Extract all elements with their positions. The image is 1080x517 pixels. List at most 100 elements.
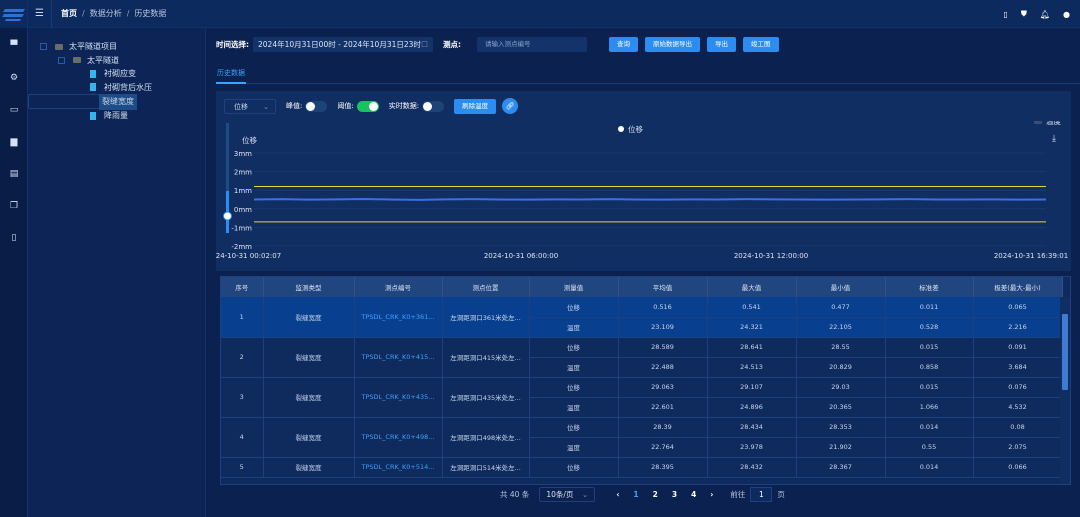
point-code-link[interactable]: TPSDL_CRK_K0+498... xyxy=(354,417,443,458)
table-row[interactable]: 1 裂缝宽度 TPSDL_CRK_K0+361... 左洞距洞口361米处左... 位移… xyxy=(221,297,1063,338)
stat-value: 1.066 xyxy=(885,397,974,418)
breadcrumb-analysis[interactable]: 数据分析 xyxy=(89,9,122,18)
phone-icon[interactable]: ▯ xyxy=(1003,9,1008,19)
filter-bar: 时间选择: 2024年10月31日00时 - 2024年10月31日23时 ☐ 测… xyxy=(216,37,779,52)
threshold-toggle[interactable] xyxy=(356,100,379,112)
measure-name: 温度 xyxy=(529,397,619,418)
table-scrollbar[interactable] xyxy=(1060,297,1070,484)
chevron-down-icon: ⌄ xyxy=(263,102,269,111)
table-row[interactable]: 4 裂缝宽度 TPSDL_CRK_K0+498... 左洞距洞口498米处左... 位移… xyxy=(221,417,1063,458)
point-input[interactable]: 请输入测点编号 xyxy=(477,37,587,52)
column-header: 序号 xyxy=(221,277,264,297)
stat-value: 0.014 xyxy=(885,417,974,438)
book-icon[interactable]: ▆ xyxy=(10,137,18,147)
measure-name: 温度 xyxy=(529,357,619,378)
next-page-button[interactable]: › xyxy=(710,490,714,499)
stat-value: 3.684 xyxy=(973,357,1063,378)
menu-toggle-icon[interactable]: ☰ xyxy=(28,0,52,28)
document-icon[interactable]: ▯ xyxy=(11,233,17,243)
tab-history[interactable]: 历史数据 xyxy=(216,68,246,84)
goto-page-input[interactable]: 1 xyxy=(750,487,773,502)
page-suffix: 页 xyxy=(777,490,785,499)
stat-value: 28.395 xyxy=(618,457,708,478)
calendar-icon: ☐ xyxy=(421,40,428,49)
monitor-icon[interactable]: ▀ xyxy=(10,41,18,51)
x-tick-label: 2024-10-31 00:02:07 xyxy=(216,252,281,260)
series-line xyxy=(253,197,1047,201)
copy-icon[interactable]: ❐ xyxy=(9,201,19,211)
tree-node[interactable]: 衬砌背后水压 xyxy=(28,81,205,95)
prev-page-button[interactable]: ‹ xyxy=(616,490,620,499)
stat-value: 28.641 xyxy=(707,337,797,358)
stat-value: 0.091 xyxy=(973,337,1063,358)
folder-icon[interactable]: ▭ xyxy=(9,105,19,115)
folder-icon xyxy=(73,57,81,64)
column-header: 测点位置 xyxy=(442,277,530,297)
top-header: ☰ 首页 / 数据分析 / 历史数据 ▯ ⛊ 🔔︎ ● xyxy=(28,0,1080,28)
metric-select[interactable]: 位移 ⌄ xyxy=(224,98,276,114)
table-row[interactable]: 温度 22.601 24.896 20.365 1.066 4.532 xyxy=(221,397,1063,418)
breadcrumb-home[interactable]: 首页 xyxy=(61,9,77,18)
table-row[interactable]: 温度 23.109 24.321 22.105 0.528 2.216 xyxy=(221,317,1063,338)
collapse-icon[interactable] xyxy=(58,56,65,64)
tree-node[interactable]: 太平隧道项目 xyxy=(28,40,205,54)
peak-toggle[interactable] xyxy=(305,100,328,112)
file-icon xyxy=(90,69,96,78)
history-chart: 3mm 2mm 1mm 0mm -1mm -2mm 位移 2024-10-31 00:02:0… xyxy=(216,121,1068,260)
user-icon[interactable]: ● xyxy=(1063,9,1070,19)
x-tick-label: 2024-10-31 16:39:01 xyxy=(994,252,1068,260)
point-label: 测点: xyxy=(443,40,461,49)
table-row[interactable]: 温度 22.764 23.978 21.902 0.55 2.075 xyxy=(221,437,1063,458)
shield-icon[interactable]: ⛊ xyxy=(1020,9,1027,18)
raw-export-button[interactable]: 原始数据导出 xyxy=(645,37,700,52)
column-header: 最小值 xyxy=(796,277,886,297)
stat-value: 0.55 xyxy=(885,437,974,458)
tree-node[interactable]: 衬砌应变 xyxy=(28,67,205,81)
export-button[interactable]: 导出 xyxy=(707,37,736,52)
clear-temperature-button[interactable]: 刷除温度 xyxy=(454,98,497,114)
page-4-button[interactable]: 4 xyxy=(691,490,697,499)
measure-name: 位移 xyxy=(529,417,619,438)
row-number: 3 xyxy=(221,377,264,418)
time-label: 时间选择: xyxy=(216,40,249,49)
point-code-link[interactable]: TPSDL_CRK_K0+514... xyxy=(354,457,443,478)
y-axis-label: 位移 xyxy=(242,135,257,145)
download-icon[interactable]: ⤓ xyxy=(1052,134,1056,144)
table-row[interactable]: 温度 22.488 24.513 20.829 0.858 3.684 xyxy=(221,357,1063,378)
column-header: 平均值 xyxy=(618,277,708,297)
bell-icon[interactable]: 🔔︎ xyxy=(1039,9,1051,19)
stat-value: 28.432 xyxy=(707,457,797,478)
table-row[interactable]: 3 裂缝宽度 TPSDL_CRK_K0+435... 左洞距洞口435米处左... 位移… xyxy=(221,377,1063,418)
table-row[interactable]: 2 裂缝宽度 TPSDL_CRK_K0+415... 左洞距洞口415米处左... 位移… xyxy=(221,337,1063,378)
page-1-button[interactable]: 1 xyxy=(633,490,639,499)
tree-node[interactable]: 太平隧道 xyxy=(28,54,205,68)
stat-value: 28.55 xyxy=(796,337,886,358)
query-button[interactable]: 查询 xyxy=(609,37,638,52)
tree-node[interactable]: 降雨量 xyxy=(28,109,205,123)
column-header: 标准差 xyxy=(885,277,974,297)
chevron-down-icon: ⌄ xyxy=(582,490,589,499)
page-2-button[interactable]: 2 xyxy=(652,490,658,499)
point-location: 左洞距洞口435米处左... xyxy=(442,377,530,418)
y-tick-label: 3mm xyxy=(234,150,252,158)
measure-name: 位移 xyxy=(529,457,619,478)
table-row[interactable]: 5 裂缝宽度 TPSDL_CRK_K0+514... 左洞距洞口514米处左... 位移… xyxy=(221,457,1063,478)
legend-marker xyxy=(618,126,624,132)
list-icon[interactable]: ▤ xyxy=(9,169,19,179)
settings-icon[interactable]: ⚙ xyxy=(9,73,19,83)
link-icon[interactable]: 🔗︎ xyxy=(502,98,519,114)
point-code-link[interactable]: TPSDL_CRK_K0+435... xyxy=(354,377,443,418)
collapse-icon[interactable] xyxy=(40,43,47,51)
point-code-link[interactable]: TPSDL_CRK_K0+361... xyxy=(354,297,443,338)
time-range-picker[interactable]: 2024年10月31日00时 - 2024年10月31日23时 ☐ xyxy=(253,37,433,52)
column-header: 监测类型 xyxy=(263,277,355,297)
page-size-select[interactable]: 10条/页 ⌄ xyxy=(539,487,596,502)
tree-node[interactable]: 裂缝宽度 xyxy=(28,93,137,110)
tree-node-label: 太平隧道 xyxy=(87,55,119,65)
file-icon xyxy=(90,111,96,120)
as-built-drawing-button[interactable]: 竣工图 xyxy=(743,37,779,52)
realtime-toggle[interactable] xyxy=(422,100,445,112)
point-code-link[interactable]: TPSDL_CRK_K0+415... xyxy=(354,337,443,378)
y-tick-label: 2mm xyxy=(234,169,252,177)
page-3-button[interactable]: 3 xyxy=(671,490,678,499)
